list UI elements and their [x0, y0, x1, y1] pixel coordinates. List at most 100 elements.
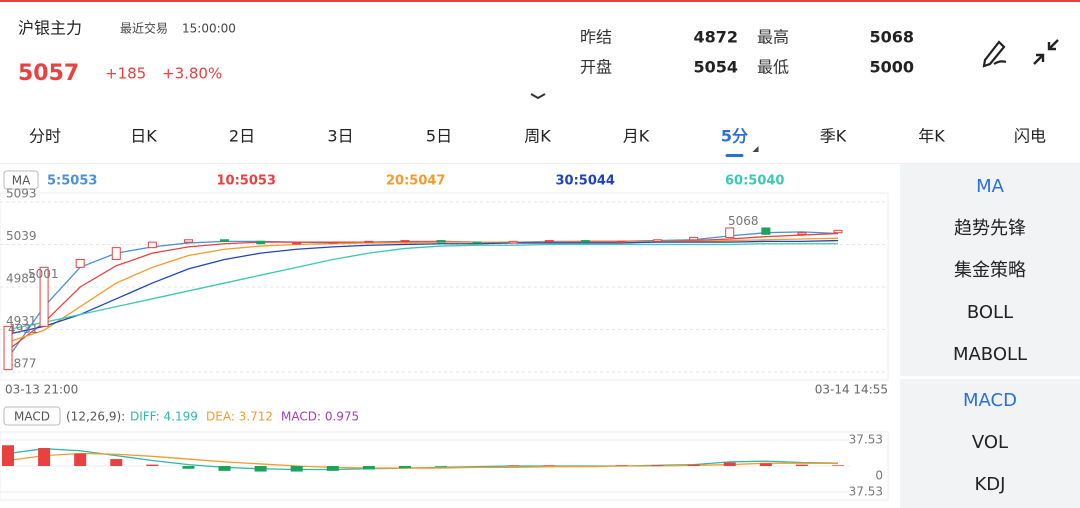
macd-bar: [615, 465, 628, 466]
candle: [364, 240, 374, 243]
ma-line: [7, 243, 838, 331]
candle: [75, 258, 85, 268]
candle: [39, 266, 49, 327]
candle: [616, 240, 626, 243]
indicator-option[interactable]: MABOLL: [953, 344, 1027, 365]
macd-frame: [0, 431, 889, 501]
legend-entry: 5:5053: [47, 174, 97, 189]
panel-divider: [900, 376, 1080, 379]
indicator-option[interactable]: KDJ: [975, 474, 1006, 495]
tab[interactable]: 周K: [524, 127, 551, 146]
y-tick-label: 37.53: [849, 433, 883, 447]
tab[interactable]: 月K: [623, 127, 650, 146]
indicator-option[interactable]: MA: [976, 176, 1005, 197]
annotation: 4931: [8, 322, 39, 336]
indicator-option[interactable]: 趋势先锋: [954, 218, 1026, 239]
tab[interactable]: 分时: [29, 127, 61, 146]
expand-icon[interactable]: [530, 93, 546, 100]
tab[interactable]: 3日: [327, 127, 353, 146]
macd-line: [7, 452, 839, 469]
legend-entry: DEA: 3.712: [206, 410, 273, 424]
legend-entry: 10:5053: [217, 174, 276, 189]
tab[interactable]: 5分: [721, 127, 748, 146]
ma-box: [3, 170, 39, 190]
draw-icon[interactable]: [982, 40, 1007, 68]
ma-line: [7, 237, 839, 343]
macd-bar: [2, 445, 14, 466]
candle: [3, 325, 13, 371]
ma-line: [7, 239, 839, 335]
macd-bar: [435, 466, 448, 467]
indicator: MACD: [14, 410, 50, 424]
y-tick-label: 4931: [6, 314, 37, 328]
macd-bar: [687, 464, 700, 466]
macd-params: (12,26,9):: [66, 410, 125, 424]
y-tick-label: 5039: [6, 229, 37, 243]
fullscreen-icon[interactable]: [1033, 39, 1059, 65]
indicator-option[interactable]: BOLL: [967, 302, 1013, 323]
tab[interactable]: 日K: [130, 127, 157, 146]
macd-bar: [326, 466, 339, 471]
macd-bar: [290, 466, 303, 472]
stat-label: 最高: [757, 28, 789, 47]
y-tick-label: 4985: [6, 272, 37, 286]
candle: [833, 229, 843, 234]
change: +185: [105, 65, 146, 83]
stat-value: 5068: [869, 28, 914, 47]
candle: [472, 241, 482, 244]
stat-value: 5054: [693, 58, 738, 77]
candle: [292, 242, 302, 245]
candle: [689, 236, 699, 241]
stat-label: 昨结: [580, 28, 612, 47]
macd-bar: [110, 459, 123, 466]
tab[interactable]: 闪电: [1014, 127, 1046, 146]
candle: [761, 227, 771, 235]
macd-bar: [182, 466, 195, 469]
tab[interactable]: 季K: [820, 127, 847, 146]
top-line: [0, 0, 1080, 2]
macd-bar: [759, 463, 772, 466]
tab[interactable]: 5日: [426, 127, 452, 146]
x-label: 03-14 14:55: [815, 383, 888, 397]
indicator-option[interactable]: MACD: [963, 390, 1017, 411]
ma-line: [7, 232, 839, 351]
indicator-option[interactable]: VOL: [972, 432, 1008, 453]
macd-bar: [254, 466, 267, 472]
macd-bar: [218, 466, 231, 471]
candle: [400, 240, 410, 243]
macd-bar: [74, 453, 87, 466]
annotation: 5068: [728, 214, 759, 228]
macd-bar: [507, 465, 520, 466]
tab-underline: [725, 154, 744, 157]
tab[interactable]: 年K: [918, 127, 945, 146]
annotation: 5001: [28, 267, 59, 281]
macd-bar: [543, 465, 556, 466]
indicator: MA: [12, 174, 31, 188]
candle: [183, 239, 193, 243]
macd-bar: [795, 464, 808, 466]
candle: [147, 241, 157, 249]
y-tick-label: 0: [875, 469, 883, 483]
title: 沪银主力: [18, 19, 82, 38]
tab-arrow: [752, 146, 759, 152]
stat-value: 4872: [693, 28, 738, 47]
macd-bar: [832, 465, 844, 466]
tab[interactable]: 2日: [229, 127, 255, 146]
change-pct: +3.80%: [162, 65, 222, 83]
candle: [111, 247, 121, 260]
macd-bar: [362, 466, 375, 470]
price: 5057: [18, 61, 79, 86]
candle: [436, 240, 446, 243]
legend-entry: DIFF: 4.199: [130, 410, 198, 424]
y-tick-label: 4877: [6, 357, 37, 371]
y-tick-label: 5093: [6, 187, 37, 201]
indicator-option[interactable]: 集金策略: [954, 260, 1026, 281]
candle: [256, 240, 266, 245]
candle: [653, 239, 663, 242]
legend-entry: 30:5044: [556, 174, 615, 189]
macd-bar: [38, 447, 51, 466]
stat-label: 最低: [757, 58, 789, 77]
candle: [544, 240, 554, 243]
